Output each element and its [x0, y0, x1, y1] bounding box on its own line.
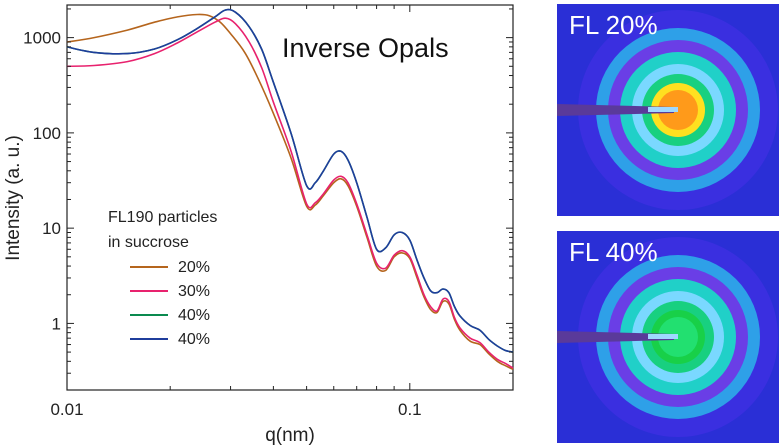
panel-label: FL 40% — [569, 237, 658, 267]
tick-layer: 1 10 100 1000 0.01 0.1 — [23, 5, 514, 419]
beam-spot — [648, 107, 678, 112]
series-line-2 — [66, 17, 514, 369]
series-line-4 — [66, 8, 514, 353]
legend-title-line-1: FL190 particles — [108, 209, 217, 226]
legend: FL190 particles in succrose 20% 30% 40% 40% — [108, 209, 217, 348]
series-line-1 — [66, 13, 514, 371]
saxs-pattern-panel-2: FL 40% — [557, 231, 779, 443]
y-tick-label: 1000 — [23, 29, 61, 48]
legend-label-3: 40% — [178, 307, 210, 324]
x-axis-label: q(nm) — [265, 425, 315, 446]
legend-label-4: 40% — [178, 331, 210, 348]
y-axis-label: Intensity (a. u.) — [3, 135, 24, 261]
scattering-image — [557, 231, 779, 443]
scattering-image — [557, 4, 779, 216]
legend-label-2: 30% — [178, 283, 210, 300]
legend-label-1: 20% — [178, 259, 210, 276]
y-tick-label: 1 — [52, 314, 61, 333]
beam-spot — [648, 334, 678, 339]
chart-annotation: Inverse Opals — [282, 33, 449, 63]
beamstop — [557, 104, 674, 116]
saxs-chart: 1 10 100 1000 0.01 0.1 Inverse Opals q(nm) In… — [3, 4, 514, 446]
series-layer — [66, 8, 514, 371]
beamstop — [557, 331, 674, 343]
y-tick-label: 100 — [33, 124, 61, 143]
x-tick-label: 0.1 — [398, 400, 422, 419]
legend-entries: 20% 30% 40% 40% — [130, 259, 210, 348]
plot-frame — [66, 4, 514, 391]
y-tick-label: 10 — [42, 219, 61, 238]
panel-label: FL 20% — [569, 10, 658, 40]
saxs-pattern-panel-1: FL 20% — [557, 4, 779, 216]
x-tick-label: 0.01 — [50, 400, 83, 419]
legend-title-line-2: in succrose — [108, 234, 189, 251]
